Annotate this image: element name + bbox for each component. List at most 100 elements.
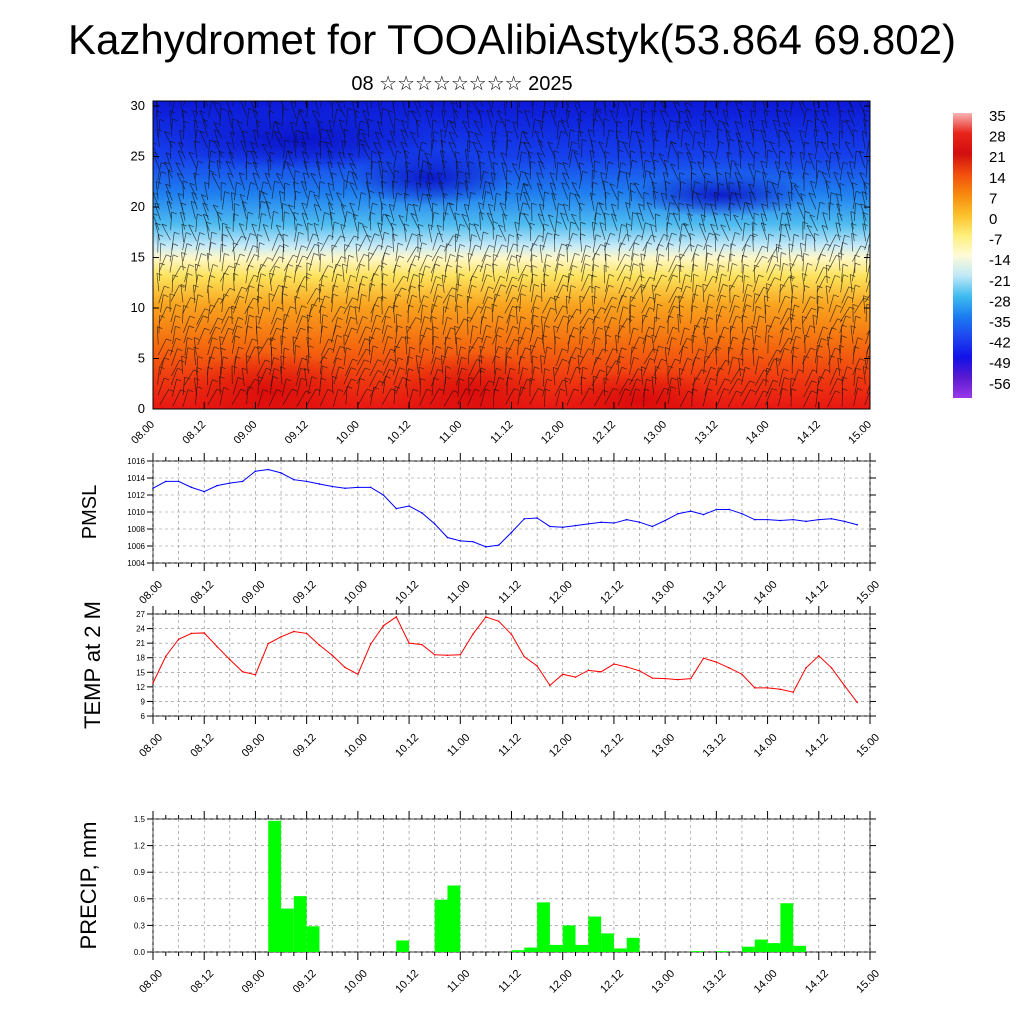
wind-barb [534,130,544,148]
data-point [459,540,462,542]
wind-barb [222,234,228,253]
wind-barb [262,224,270,242]
wind-barb [839,182,845,202]
wind-barb [629,378,642,396]
wind-barb [641,314,648,333]
precip-bar [626,937,640,952]
wind-barb [159,389,174,406]
wind-barb [456,265,463,284]
wind-barb [778,368,789,387]
wind-barb [479,345,485,364]
wind-barb [244,101,246,107]
wind-barb [318,295,330,314]
data-point [280,472,282,474]
wind-barb [219,376,225,395]
wind-barb [821,109,829,128]
wind-barb [430,101,439,118]
wind-barb [356,120,366,139]
wind-barb [802,307,817,324]
data-point [728,667,730,669]
precip-bar [575,944,589,952]
wind-barb [863,118,869,138]
wind-barb [417,233,424,253]
wind-barb [704,294,715,313]
wind-barb [394,345,400,364]
wind-barb [531,265,538,284]
wind-barb [271,180,280,199]
wind-barb [442,193,449,212]
wind-barb [790,335,802,354]
wind-barb [748,183,756,201]
x-tick-label: 09.12 [291,579,319,607]
data-point [152,487,154,490]
wind-barb [252,129,259,148]
wind-barb [392,264,401,283]
wind-barb [815,388,824,408]
wind-barb [355,263,366,282]
wind-barb [393,385,401,405]
wind-barb [772,119,779,138]
wind-barb [170,304,181,322]
wind-barb [839,306,855,323]
wind-barb [505,347,512,366]
data-point [843,520,846,523]
wind-barb [244,325,253,344]
data-point [613,522,615,524]
wind-barb [556,162,563,181]
series-line [152,616,858,703]
wind-barb [686,151,693,170]
wind-barb [851,284,861,303]
wind-barb [180,284,186,303]
wind-barb [710,223,718,241]
wind-barb [725,130,731,149]
wind-barb [279,191,285,210]
wind-barb [259,181,269,200]
wind-barb [466,295,473,315]
wind-barb [408,101,409,108]
wind-barb [231,192,237,211]
wind-barb [301,131,307,150]
wind-barb [839,296,854,314]
wind-barb [841,120,848,139]
colorbar-swatch [953,113,972,398]
data-point [510,531,513,534]
wind-barb [751,222,758,241]
wind-barb [692,377,700,396]
wind-barb [579,202,585,221]
x-tick-label: 14.00 [752,579,780,607]
wind-barb [791,355,798,374]
data-point [779,688,782,691]
y-tick-label: 0.3 [134,921,146,930]
wind-barb [816,376,825,395]
wind-barb [345,275,356,293]
wind-barb [604,387,619,405]
wind-barb [566,356,577,375]
wind-barb [606,360,621,377]
wind-barb [445,243,452,262]
wind-barb [629,346,638,365]
wind-barb [666,326,678,345]
wind-barb [817,243,831,261]
wind-barb [381,169,388,189]
wind-barb [728,356,738,375]
wind-barb [258,284,264,303]
wind-barb [296,357,308,376]
wind-barb [320,140,326,159]
wind-barb [753,274,764,293]
wind-barb [480,231,489,250]
wind-barb [206,253,213,272]
wind-barb [158,254,172,272]
x-tick-label: 08.12 [188,968,216,996]
wind-barb [692,253,700,272]
wind-barb [256,326,262,345]
data-point [549,684,551,687]
wind-barb [595,110,605,127]
wind-barb [641,222,651,241]
wind-barb [752,334,761,354]
wind-barb [618,378,634,395]
wind-barb [865,303,870,323]
wind-barb [202,119,209,137]
wind-barb [467,285,477,304]
wind-barb [480,388,491,407]
